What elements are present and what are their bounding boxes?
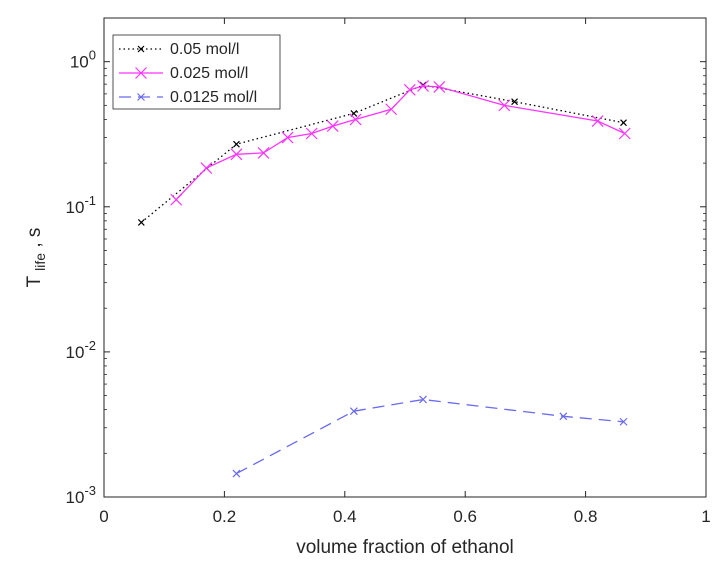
data-point xyxy=(619,417,628,426)
series-line-3 xyxy=(236,398,624,475)
y-axis-label-main: T xyxy=(24,275,45,287)
data-point xyxy=(385,103,398,116)
x-tick-label: 0 xyxy=(99,507,108,526)
data-point xyxy=(511,98,518,106)
x-tick-label: 0.2 xyxy=(213,507,237,526)
data-point xyxy=(403,83,416,96)
data-point xyxy=(620,119,627,127)
data-point xyxy=(591,115,604,127)
y-tick-label: 100 xyxy=(70,48,96,72)
y-tick-label: 10-1 xyxy=(66,193,96,217)
data-point xyxy=(233,140,240,148)
y-tick-label: 10-3 xyxy=(66,483,96,507)
data-point xyxy=(281,131,294,144)
y-tick-label: 10-2 xyxy=(66,338,96,362)
data-point xyxy=(433,80,446,93)
y-axis-label: T life , s xyxy=(24,228,50,288)
data-point xyxy=(417,80,429,92)
data-point xyxy=(230,148,243,161)
data-point xyxy=(618,127,631,140)
data-point xyxy=(232,469,241,478)
legend-marker xyxy=(137,45,145,53)
data-point xyxy=(326,120,339,132)
x-tick-label: 1 xyxy=(701,507,710,526)
data-point xyxy=(305,127,318,140)
data-point xyxy=(349,407,358,416)
data-point xyxy=(349,113,362,126)
legend-label-1: 0.05 mol/l xyxy=(170,41,239,58)
x-tick-label: 0.6 xyxy=(453,507,477,526)
legend-label-2: 0.025 mol/l xyxy=(170,65,248,82)
data-point xyxy=(419,395,427,404)
data-point xyxy=(170,193,183,206)
x-tick-label: 0.8 xyxy=(574,507,598,526)
legend-label-3: 0.0125 mol/l xyxy=(170,89,257,106)
data-point xyxy=(498,99,511,112)
x-tick-label: 0.4 xyxy=(333,507,357,526)
data-point xyxy=(137,219,145,226)
plot-frame xyxy=(103,17,707,498)
y-axis-label-unit: , s xyxy=(24,228,45,248)
legend-marker xyxy=(135,67,147,79)
data-point xyxy=(559,412,568,421)
legend-marker xyxy=(137,93,145,101)
y-axis-label-subscript: life xyxy=(32,253,48,271)
x-axis-label: volume fraction of ethanol xyxy=(296,537,514,558)
data-point xyxy=(257,147,270,159)
data-point xyxy=(200,162,213,174)
